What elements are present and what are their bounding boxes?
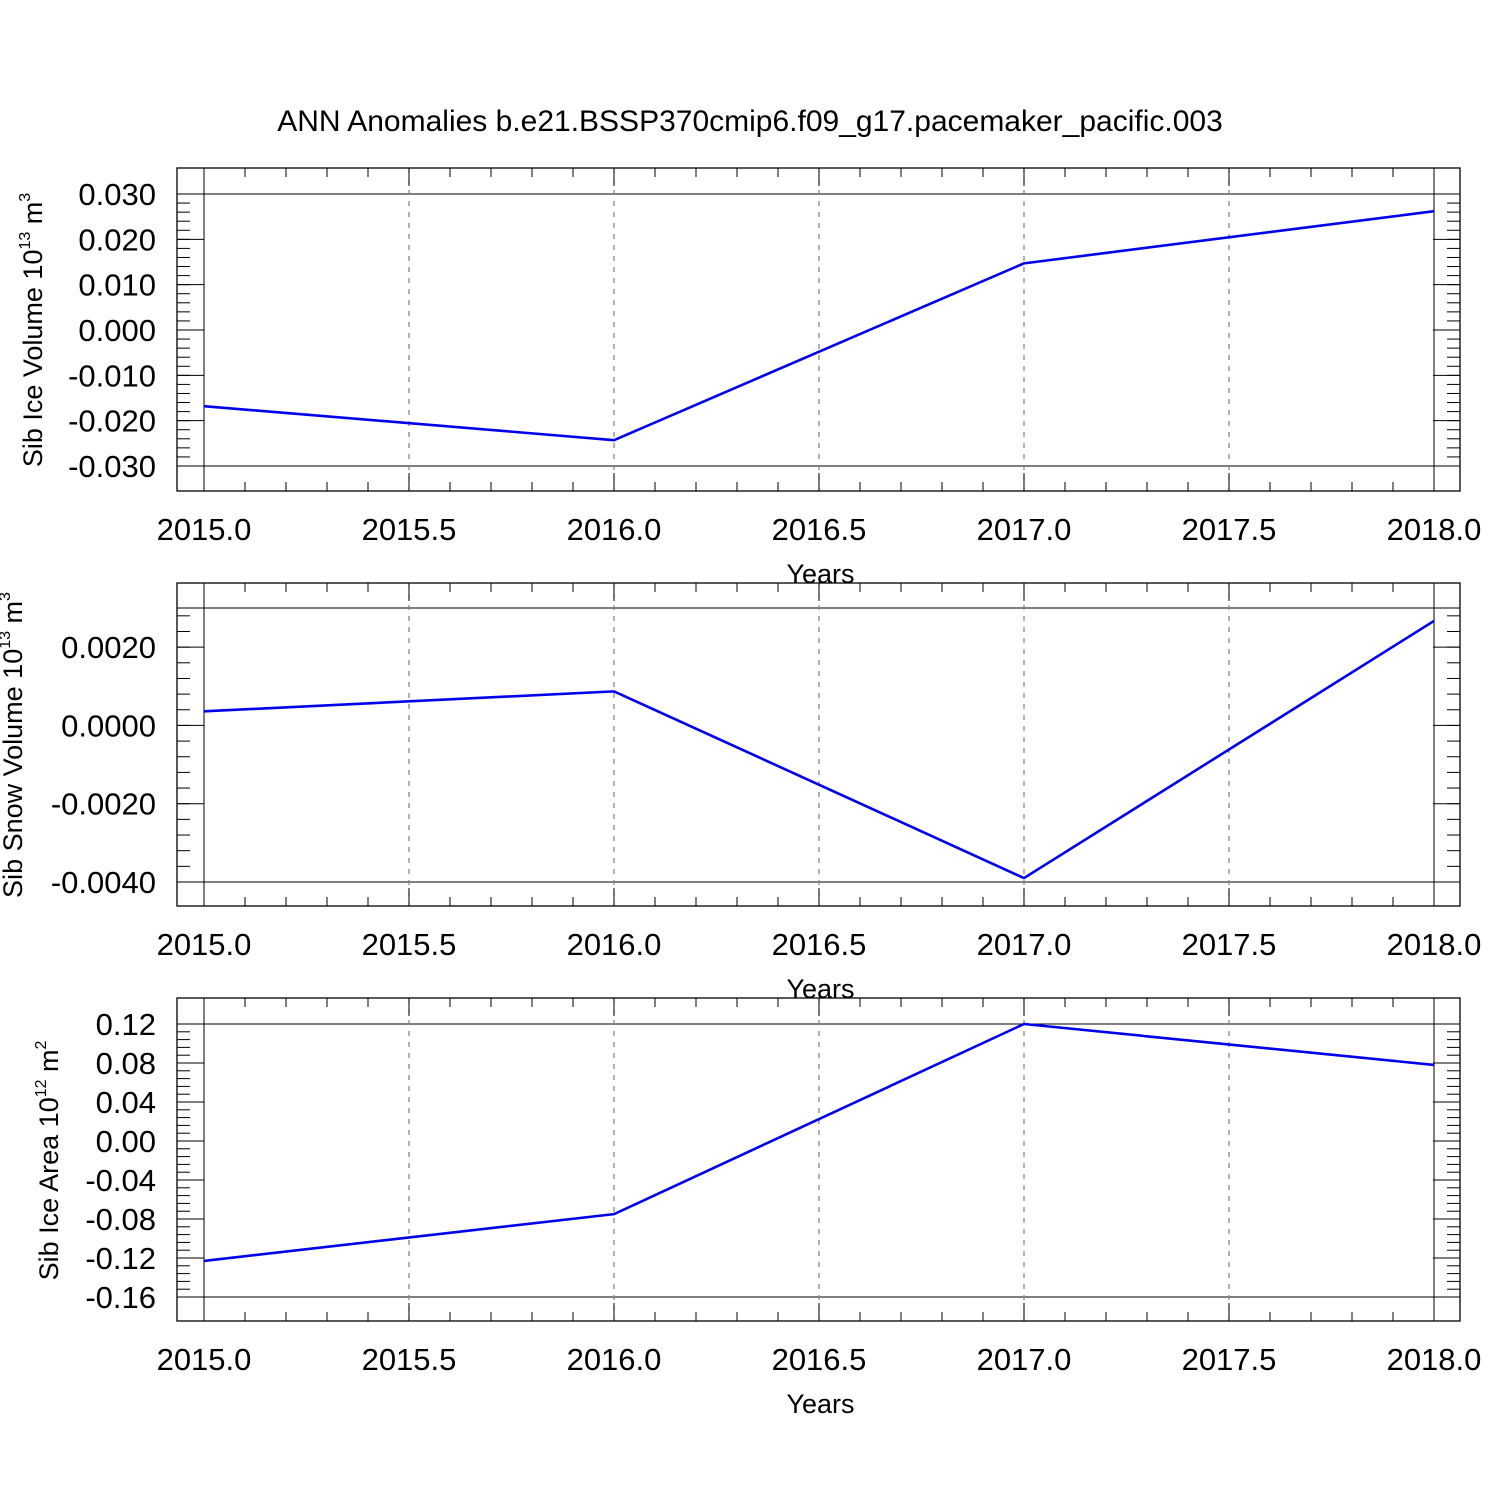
y-tick-label: -0.08 [85,1202,156,1237]
y-tick-label: -0.030 [68,449,156,484]
y-tick-label: -0.0020 [51,787,156,822]
x-tick-label: 2018.0 [1387,512,1482,547]
y-tick-label: -0.12 [85,1241,156,1276]
y-tick-label: 0.04 [96,1085,156,1120]
y-tick-label: -0.020 [68,404,156,439]
x-axis-title: Years [786,1389,854,1419]
x-tick-label: 2017.0 [977,927,1072,962]
x-tick-label: 2015.5 [362,512,457,547]
y-tick-label: -0.16 [85,1280,156,1315]
y-tick-label: 0.12 [96,1007,156,1042]
x-axis-title: Years [786,974,854,1004]
panel-3: 2015.0 2015.5 2016.0 2016.5 2017.0 2017.5 2018… [33,997,1482,1419]
y-tick-label: -0.04 [85,1163,156,1198]
x-tick-label: 2015.5 [362,927,457,962]
y-tick-label: 0.030 [78,177,156,212]
series-line [203,619,1435,880]
x-tick-label: 2017.5 [1182,512,1277,547]
panel-1: 2015.0 2015.5 2016.0 2016.5 2017.0 2017.5 2018… [17,167,1482,589]
x-tick-label: 2015.0 [157,927,252,962]
x-tick-label: 2018.0 [1387,1342,1482,1377]
y-tick-label: -0.0040 [51,865,156,900]
y-tick-label: 0.0000 [61,708,156,743]
series-line [203,1022,1435,1263]
y-tick-label: 0.010 [78,268,156,303]
y-axis-title: Sib Snow Volume 1013 m3 [0,592,28,898]
x-tick-label: 2017.0 [977,512,1072,547]
y-tick-label: 0.08 [96,1046,156,1081]
y-tick-label: 0.000 [78,313,156,348]
series-line [203,209,1435,442]
x-tick-label: 2015.0 [157,512,252,547]
x-tick-label: 2016.5 [772,1342,867,1377]
x-tick-label: 2016.0 [567,512,662,547]
y-tick-label: 0.0020 [61,630,156,665]
y-axis-title: Sib Ice Area 1012 m2 [33,1040,64,1280]
x-tick-label: 2015.0 [157,1342,252,1377]
x-tick-label: 2018.0 [1387,927,1482,962]
x-tick-label: 2017.5 [1182,1342,1277,1377]
x-tick-label: 2016.0 [567,1342,662,1377]
panel-2: 2015.0 2015.5 2016.0 2016.5 2017.0 2017.5 2018… [0,582,1482,1004]
x-axis-title: Years [786,559,854,589]
x-tick-label: 2016.5 [772,512,867,547]
panels-container: 2015.0 2015.5 2016.0 2016.5 2017.0 2017.5 2018… [0,167,1482,1419]
figure-title: ANN Anomalies b.e21.BSSP370cmip6.f09_g17… [277,105,1223,138]
x-tick-label: 2017.5 [1182,927,1277,962]
y-axis-title: Sib Ice Volume 1013 m3 [17,193,48,467]
y-tick-label: 0.020 [78,222,156,257]
x-tick-label: 2016.5 [772,927,867,962]
x-tick-label: 2017.0 [977,1342,1072,1377]
x-tick-label: 2015.5 [362,1342,457,1377]
y-tick-label: 0.00 [96,1124,156,1159]
y-tick-label: -0.010 [68,358,156,393]
x-tick-label: 2016.0 [567,927,662,962]
